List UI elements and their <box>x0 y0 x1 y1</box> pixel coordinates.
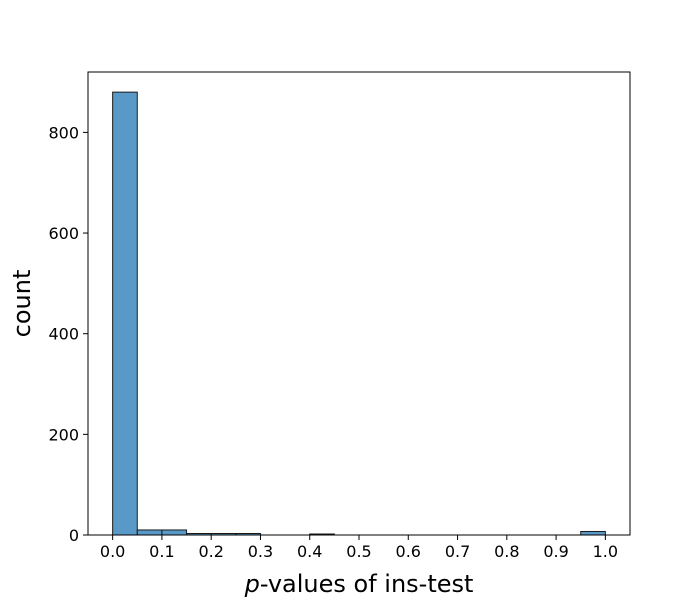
x-tick-label: 0.2 <box>198 542 223 561</box>
bars-group <box>112 91 606 536</box>
histogram-bar <box>161 529 188 536</box>
x-axis-label-italic: p <box>244 570 260 598</box>
x-tick-label: 0.7 <box>445 542 470 561</box>
x-tick-label: 0.1 <box>149 542 174 561</box>
x-axis-label: p-values of ins-test <box>244 570 474 598</box>
x-tick-label: 0.4 <box>297 542 322 561</box>
y-tick-label: 200 <box>48 425 79 444</box>
y-axis-label: count <box>8 270 36 338</box>
plot-frame <box>87 71 631 536</box>
histogram-bar <box>580 530 606 536</box>
histogram-bar <box>112 91 138 536</box>
x-tick-label: 1.0 <box>593 542 618 561</box>
y-tick-label: 400 <box>48 325 79 344</box>
y-axis-ticks: 0 200 400 600 800 <box>48 123 88 545</box>
y-tick-label: 0 <box>69 526 79 545</box>
x-tick-label: 0.3 <box>248 542 273 561</box>
x-tick-label: 0.6 <box>396 542 421 561</box>
x-axis-ticks: 0.0 0.1 0.2 0.3 0.4 0.5 0.6 0.7 0.8 0.9 1.0 <box>100 535 618 561</box>
x-tick-label: 0.9 <box>543 542 568 561</box>
x-tick-label: 0.5 <box>346 542 371 561</box>
y-tick-label: 600 <box>48 224 79 243</box>
x-tick-label: 0.0 <box>100 542 125 561</box>
x-tick-label: 0.8 <box>494 542 519 561</box>
histogram-bar <box>136 529 163 536</box>
y-tick-label: 800 <box>48 123 79 142</box>
x-axis-label-rest: -values of ins-test <box>260 570 474 598</box>
